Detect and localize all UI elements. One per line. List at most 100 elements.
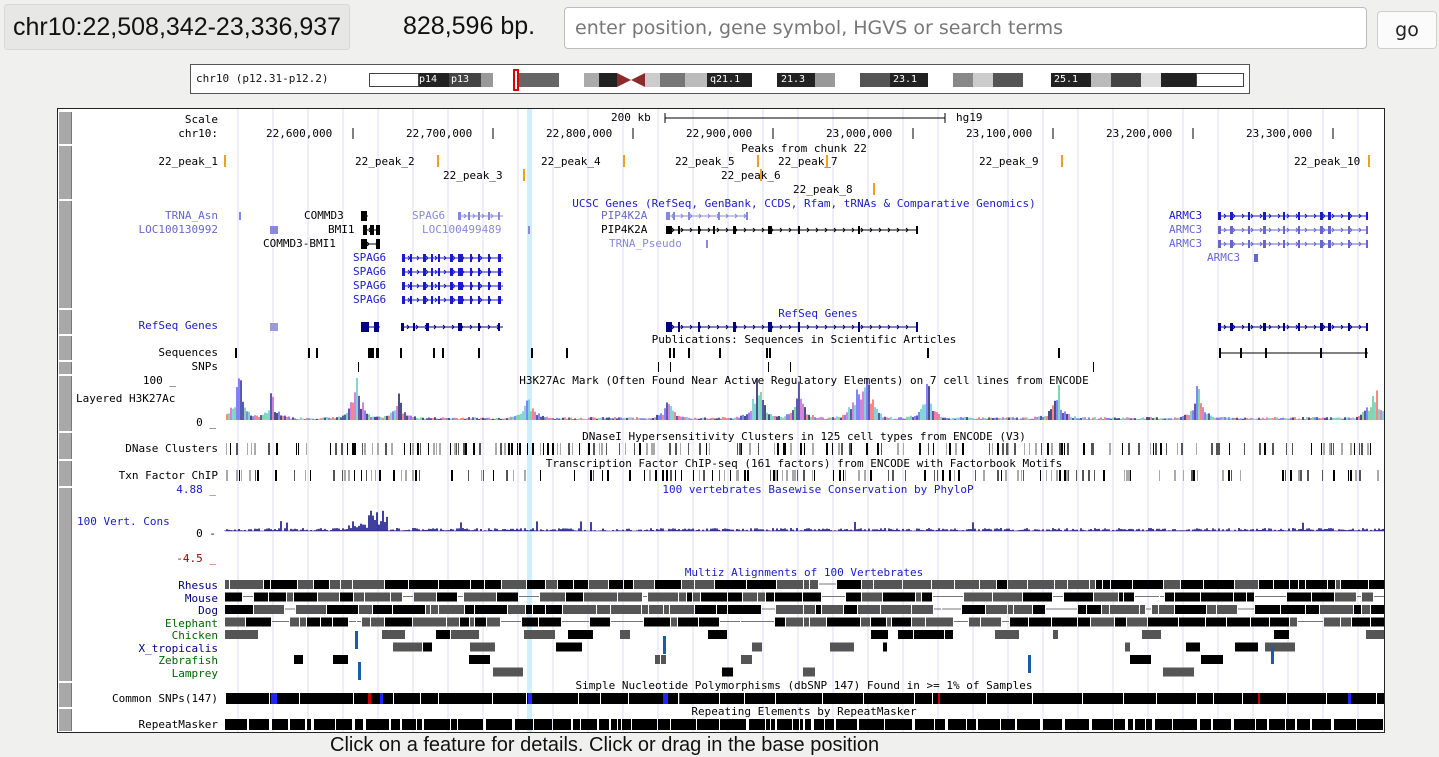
alignment-block — [671, 617, 677, 627]
cluster-mark — [404, 443, 405, 455]
gene-label[interactable]: LOC100130992 — [138, 223, 218, 236]
peak-label[interactable]: 22_peak_10 — [1294, 155, 1361, 168]
peak-label[interactable]: 22_peak_3 — [443, 169, 503, 182]
peak-label[interactable]: 22_peak_4 — [541, 155, 601, 168]
alignment-block — [1052, 617, 1077, 627]
peak-label[interactable]: 22_peak_5 — [675, 155, 735, 168]
peak-label[interactable]: 22_peak_7 — [778, 155, 838, 168]
track-label-dnase[interactable]: DNase Clusters — [125, 442, 218, 455]
alignment-block — [945, 630, 953, 639]
track-label-refseq[interactable]: RefSeq Genes — [138, 319, 218, 332]
track-button-h3k27ac[interactable] — [59, 376, 72, 431]
tick-label: 23,000,000 — [826, 127, 893, 140]
cluster-mark — [1051, 470, 1052, 481]
gene-label[interactable]: SPAG6 — [353, 293, 387, 306]
alignment-block — [1175, 592, 1200, 602]
gene-label[interactable]: SPAG6 — [353, 265, 387, 278]
track-button-ruler[interactable] — [59, 112, 72, 144]
cluster-mark — [333, 470, 335, 481]
track-button-refseq[interactable] — [59, 310, 72, 334]
track-button-publications[interactable] — [59, 336, 72, 360]
cluster-mark — [675, 443, 677, 455]
track-button-ucsc-genes[interactable] — [59, 201, 72, 308]
strand-arrow — [797, 227, 801, 233]
strand-arrow — [1223, 213, 1227, 219]
cluster-mark — [651, 443, 653, 455]
track-label-h3k27ac[interactable]: Layered H3K27Ac — [76, 392, 176, 405]
gene-label[interactable]: ARMC3 — [1169, 209, 1203, 222]
peak-label[interactable]: 22_peak_8 — [793, 183, 853, 196]
peak-label[interactable]: 22_peak_1 — [158, 155, 218, 168]
assembly-label: hg19 — [956, 111, 983, 124]
gene-label[interactable]: PIP4K2A — [601, 223, 648, 236]
alignment-block — [522, 617, 538, 627]
alignment-block — [1163, 667, 1194, 677]
gene-label[interactable]: ARMC3 — [1169, 223, 1203, 236]
alignment-block — [1206, 617, 1226, 627]
repeat-block — [272, 719, 288, 730]
gene-label[interactable]: BMI1 — [328, 223, 355, 236]
gene-exon — [410, 254, 412, 262]
track-label-publications[interactable]: Sequences — [158, 346, 218, 359]
track-label-snps[interactable]: SNPs — [191, 360, 219, 373]
alignment-block — [470, 617, 474, 627]
gene-label[interactable]: SPAG6 — [353, 251, 387, 264]
strand-arrow — [478, 324, 482, 330]
cluster-mark — [602, 470, 603, 481]
gene-exon — [746, 212, 748, 220]
genome-browser-image[interactable]: Scale chr10: 200 kb hg19 22,600,000 22,7… — [57, 108, 1385, 733]
track-button-common-snps[interactable] — [59, 683, 72, 707]
gene-exon — [1263, 226, 1266, 234]
peak-label[interactable]: 22_peak_9 — [979, 155, 1039, 168]
gene-exon — [450, 254, 453, 262]
track-button-dnase[interactable] — [59, 433, 72, 459]
track-button-repeatmasker[interactable] — [59, 709, 72, 731]
strand-arrow — [1259, 324, 1263, 330]
alignment-block — [469, 655, 490, 664]
track-label-repeatmasker[interactable]: RepeatMasker — [138, 718, 218, 731]
track-button-peaks[interactable] — [59, 146, 72, 199]
gene-label[interactable]: COMMD3-BMI1 — [263, 237, 336, 250]
gene-label[interactable]: ARMC3 — [1207, 251, 1241, 264]
cluster-mark — [344, 470, 346, 481]
cluster-mark — [375, 470, 376, 481]
track-button-tfbs[interactable] — [59, 461, 72, 486]
track-label-conservation[interactable]: 100 Vert. Cons — [77, 515, 170, 528]
strand-arrow — [479, 297, 483, 303]
strand-arrow — [734, 324, 738, 330]
snp-highlight — [271, 693, 277, 704]
peak-label[interactable]: 22_peak_6 — [721, 169, 781, 182]
chromosome-ideogram[interactable]: chr10 (p12.31-p12.2) p14 p13 q21.1 21.3 … — [190, 64, 1250, 94]
track-button-snps[interactable] — [59, 362, 72, 374]
track-title-dnase: DNaseI Hypersensitivity Clusters in 125 … — [582, 430, 1026, 443]
gene-label[interactable]: TRNA_Asn — [165, 209, 218, 222]
track-label-common-snps[interactable]: Common SNPs(147) — [112, 692, 218, 705]
alignment-block — [1287, 592, 1311, 602]
gene-label[interactable]: SPAG6 — [412, 209, 446, 222]
strand-arrow — [1232, 324, 1236, 330]
gene-label[interactable]: COMMD3 — [304, 209, 344, 222]
search-input[interactable] — [564, 7, 1367, 49]
chromosome-bands[interactable]: p14 p13 q21.1 21.3 23.1 25.1 — [369, 69, 1244, 91]
gene-label[interactable]: SPAG6 — [353, 279, 387, 292]
gene-label[interactable]: ARMC3 — [1169, 237, 1203, 250]
tracks-canvas[interactable] — [58, 109, 1385, 733]
snp-gap — [1242, 693, 1243, 704]
peak-label[interactable]: 22_peak_2 — [355, 155, 415, 168]
gene-label[interactable]: PIP4K2A — [601, 209, 648, 222]
label-scale: Scale — [184, 113, 218, 126]
go-button[interactable]: go — [1377, 11, 1437, 49]
gene-label[interactable]: LOC100499489 — [422, 223, 502, 236]
track-button-conservation[interactable] — [59, 488, 72, 681]
cluster-mark — [1228, 470, 1230, 481]
cluster-mark — [839, 470, 841, 481]
position-display[interactable]: chr10:22,508,342-23,336,937 — [4, 4, 351, 50]
cluster-mark — [524, 470, 526, 481]
gene-exon — [458, 296, 462, 304]
alignment-block — [1055, 580, 1067, 589]
track-label-tfbs[interactable]: Txn Factor ChIP — [118, 469, 218, 482]
gene-label[interactable]: TRNA_Pseudo — [609, 237, 682, 250]
track-title-multiz: Multiz Alignments of 100 Vertebrates — [684, 566, 924, 579]
alignment-block — [225, 617, 245, 627]
cluster-mark — [574, 470, 575, 481]
